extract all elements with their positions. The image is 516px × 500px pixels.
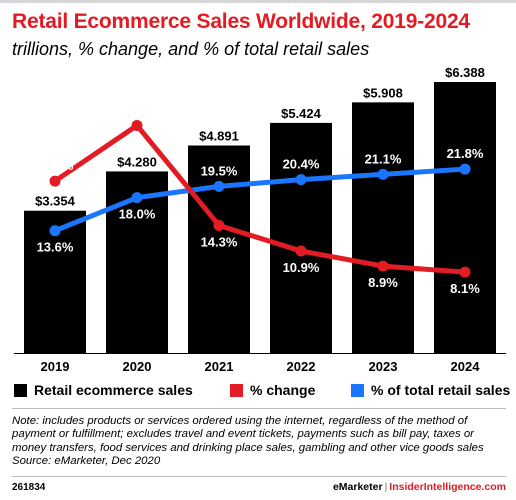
share-label-2020: 18.0%	[119, 207, 156, 222]
brand-insider: InsiderIntelligence.com	[389, 481, 506, 493]
x-tick-2023: 2023	[369, 359, 398, 374]
change-label-2019: 20.2%	[37, 158, 74, 173]
x-tick-2022: 2022	[287, 359, 316, 374]
chart-area: $3.354 $4.280 $4.891 $5.424 $5.908 $6.388 2019…	[14, 65, 506, 374]
x-tick-2019: 2019	[41, 359, 70, 374]
share-point-2021	[213, 180, 225, 192]
footnote-source: Source: eMarketer, Dec 2020	[12, 455, 161, 468]
share-point-2022	[295, 174, 307, 186]
legend-label-ecommerce: Retail ecommerce sales	[34, 382, 193, 398]
legend-swatch-ecommerce	[14, 383, 27, 397]
x-tick-2024: 2024	[451, 359, 481, 374]
legend-swatch-change	[230, 383, 243, 397]
brand-footer: eMarketer | InsiderIntelligence.com	[333, 481, 506, 493]
share-point-2023	[377, 168, 389, 180]
share-line	[52, 166, 468, 234]
x-tick-2021: 2021	[205, 359, 234, 374]
bar-label-2023: $5.908	[363, 85, 403, 100]
legend-item-change: % change	[230, 382, 315, 398]
share-label-2024: 21.8%	[447, 146, 484, 161]
legend-item-ecommerce: Retail ecommerce sales	[14, 382, 193, 398]
share-point-2020	[131, 192, 143, 204]
change-label-2022: 10.9%	[283, 260, 320, 275]
legend-swatch-share	[351, 383, 364, 397]
change-point-2020	[131, 119, 143, 131]
chart-subtitle: trillions, % change, and % of total reta…	[12, 39, 370, 59]
bar-2022	[270, 122, 332, 353]
share-label-2023: 21.1%	[365, 151, 402, 166]
bar-label-2021: $4.891	[199, 129, 239, 144]
divider-bottom	[12, 476, 506, 477]
x-tick-2020: 2020	[123, 359, 152, 374]
bar-2023	[352, 102, 414, 353]
share-point-2019	[49, 225, 61, 237]
chart-title: Retail Ecommerce Sales Worldwide, 2019-2…	[12, 10, 470, 33]
top-border	[0, 0, 516, 3]
bar-label-2019: $3.354	[35, 194, 76, 209]
change-label-2021: 14.3%	[201, 234, 238, 249]
brand-separator: |	[384, 481, 388, 493]
brand-emarketer: eMarketer	[332, 481, 383, 493]
footnote-note: Note: includes products or services orde…	[12, 415, 484, 454]
change-label-2020: 27.6%	[119, 102, 156, 117]
bar-2024	[434, 82, 496, 353]
bar-label-2024: $6.388	[445, 65, 485, 80]
divider-top	[12, 408, 506, 409]
change-point-2021	[213, 219, 225, 231]
share-label-2022: 20.4%	[283, 157, 320, 172]
legend-item-share: % of total retail sales	[351, 382, 510, 398]
legend-label-change: % change	[250, 382, 316, 398]
chart-legend: Retail ecommerce sales % change % of tot…	[14, 382, 514, 402]
share-label-2019: 13.6%	[37, 240, 74, 255]
change-point-2019	[49, 175, 61, 187]
bar-label-2022: $5.424	[281, 106, 322, 121]
bar-label-2020: $4.280	[117, 154, 157, 169]
share-label-2021: 19.5%	[201, 163, 238, 178]
change-line	[52, 122, 468, 275]
bar-2021	[188, 145, 250, 353]
change-point-2024	[459, 266, 471, 278]
footnote: Note: includes products or services orde…	[12, 415, 507, 469]
chart-id: 261834	[12, 482, 46, 493]
change-label-2024: 8.1%	[450, 281, 480, 296]
change-label-2023: 8.9%	[368, 275, 398, 290]
share-point-2024	[459, 163, 471, 175]
change-point-2022	[295, 245, 307, 257]
change-point-2023	[377, 260, 389, 272]
legend-label-share: % of total retail sales	[371, 382, 511, 398]
